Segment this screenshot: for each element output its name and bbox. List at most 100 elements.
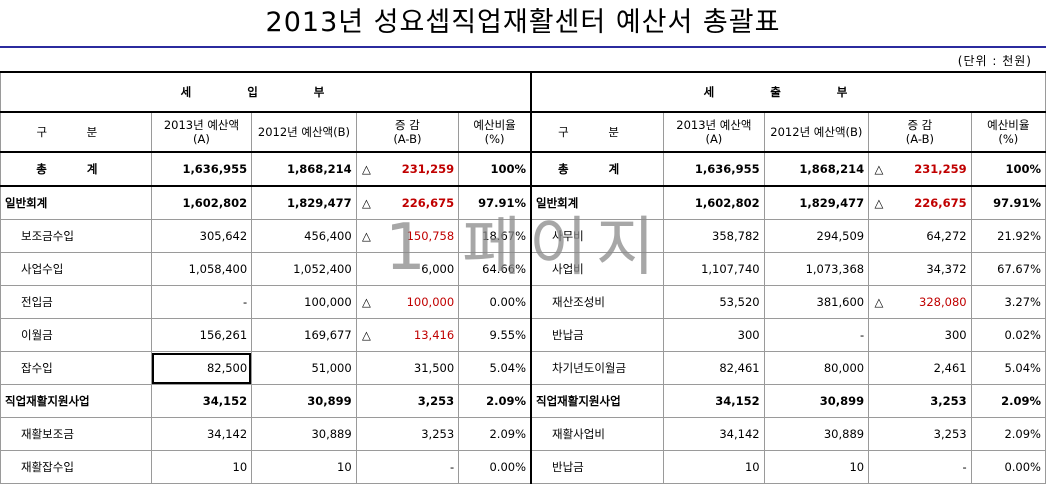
income-value-diff[interactable]: 231,259 — [376, 151, 460, 187]
expense-value-2012[interactable]: 1,073,368 — [763, 252, 870, 286]
income-value-2012[interactable]: 30,889 — [251, 417, 357, 451]
income-row-label[interactable]: 총 계 — [0, 151, 152, 187]
income-value-diff[interactable]: 100,000 — [376, 285, 460, 319]
expense-value-diff[interactable]: 2,461 — [888, 351, 972, 385]
expense-value-ratio[interactable]: 2.09% — [970, 417, 1046, 451]
income-value-2013[interactable]: 34,142 — [150, 417, 253, 451]
income-row-label[interactable]: 이월금 — [0, 318, 152, 352]
expense-value-diff[interactable]: - — [888, 450, 972, 484]
income-value-2012[interactable]: 1,829,477 — [251, 185, 357, 220]
expense-diff-sign[interactable] — [868, 450, 889, 484]
expense-diff-sign[interactable] — [868, 219, 889, 253]
income-value-2013[interactable]: 305,642 — [150, 219, 253, 253]
expense-header-diff[interactable]: 증 감 (A-B) — [868, 111, 972, 153]
income-value-ratio[interactable]: 2.09% — [458, 384, 533, 418]
expense-value-ratio[interactable]: 100% — [970, 151, 1046, 187]
income-value-2013[interactable]: 10 — [150, 450, 253, 484]
expense-row-label[interactable]: 총 계 — [530, 151, 665, 187]
expense-diff-sign[interactable]: △ — [868, 185, 889, 220]
expense-diff-sign[interactable]: △ — [868, 151, 889, 187]
expense-value-2013[interactable]: 300 — [663, 318, 765, 352]
expense-row-label[interactable]: 일반회계 — [530, 185, 665, 220]
expense-header-category[interactable]: 구 분 — [530, 111, 665, 153]
income-diff-sign[interactable] — [355, 384, 377, 418]
expense-value-2012[interactable]: 381,600 — [763, 285, 870, 319]
expense-value-2013[interactable]: 1,602,802 — [663, 185, 765, 220]
income-value-ratio[interactable]: 0.00% — [458, 450, 533, 484]
income-row-label[interactable]: 전입금 — [0, 285, 152, 319]
expense-value-2013[interactable]: 1,107,740 — [663, 252, 765, 286]
expense-value-2013[interactable]: 34,142 — [663, 417, 765, 451]
income-diff-sign[interactable]: △ — [355, 219, 377, 253]
income-value-diff[interactable]: - — [376, 450, 460, 484]
income-value-2012[interactable]: 10 — [251, 450, 357, 484]
expense-value-2012[interactable]: 1,829,477 — [763, 185, 870, 220]
income-value-2012[interactable]: 456,400 — [251, 219, 357, 253]
expense-value-diff[interactable]: 64,272 — [888, 219, 972, 253]
expense-value-2013[interactable]: 82,461 — [663, 351, 765, 385]
expense-diff-sign[interactable] — [868, 252, 889, 286]
expense-value-diff[interactable]: 328,080 — [888, 285, 972, 319]
expense-diff-sign[interactable] — [868, 417, 889, 451]
expense-diff-sign[interactable] — [868, 351, 889, 385]
expense-row-label[interactable]: 재활사업비 — [530, 417, 665, 451]
expense-value-ratio[interactable]: 97.91% — [970, 185, 1046, 220]
income-value-2012[interactable]: 100,000 — [251, 285, 357, 319]
expense-value-ratio[interactable]: 67.67% — [970, 252, 1046, 286]
expense-value-2013[interactable]: 358,782 — [663, 219, 765, 253]
income-diff-sign[interactable] — [355, 252, 377, 286]
expense-diff-sign[interactable] — [868, 384, 889, 418]
income-value-ratio[interactable]: 0.00% — [458, 285, 533, 319]
income-value-ratio[interactable]: 5.04% — [458, 351, 533, 385]
income-value-ratio[interactable]: 9.55% — [458, 318, 533, 352]
income-value-diff[interactable]: 226,675 — [376, 185, 460, 220]
income-value-2013[interactable]: 156,261 — [150, 318, 253, 352]
expense-diff-sign[interactable] — [868, 318, 889, 352]
expense-header-2012[interactable]: 2012년 예산액(B) — [763, 111, 870, 153]
income-section-header[interactable]: 세 입 부 — [0, 71, 533, 113]
income-value-2012[interactable]: 169,677 — [251, 318, 357, 352]
income-value-2013[interactable]: 1,636,955 — [150, 151, 253, 187]
expense-diff-sign[interactable]: △ — [868, 285, 889, 319]
income-row-label[interactable]: 재활잡수입 — [0, 450, 152, 484]
expense-value-ratio[interactable]: 0.02% — [970, 318, 1046, 352]
income-header-category[interactable]: 구 분 — [0, 111, 152, 153]
income-diff-sign[interactable] — [355, 450, 377, 484]
expense-value-2012[interactable]: 1,868,214 — [763, 151, 870, 187]
expense-value-diff[interactable]: 226,675 — [888, 185, 972, 220]
income-diff-sign[interactable] — [355, 417, 377, 451]
income-value-diff[interactable]: 3,253 — [376, 417, 460, 451]
income-diff-sign[interactable] — [355, 351, 377, 385]
expense-header-2013[interactable]: 2013년 예산액(A) — [663, 111, 765, 153]
income-value-ratio[interactable]: 100% — [458, 151, 533, 187]
income-row-label[interactable]: 사업수입 — [0, 252, 152, 286]
expense-row-label[interactable]: 반납금 — [530, 450, 665, 484]
expense-row-label[interactable]: 사무비 — [530, 219, 665, 253]
expense-value-2012[interactable]: 30,899 — [763, 384, 870, 418]
expense-value-2012[interactable]: 294,509 — [763, 219, 870, 253]
income-row-label[interactable]: 보조금수입 — [0, 219, 152, 253]
income-value-2012[interactable]: 51,000 — [251, 351, 357, 385]
income-value-ratio[interactable]: 64.66% — [458, 252, 533, 286]
expense-row-label[interactable]: 차기년도이월금 — [530, 351, 665, 385]
income-header-2012[interactable]: 2012년 예산액(B) — [251, 111, 357, 153]
expense-value-2012[interactable]: 80,000 — [763, 351, 870, 385]
expense-value-2012[interactable]: 10 — [763, 450, 870, 484]
income-value-ratio[interactable]: 97.91% — [458, 185, 533, 220]
expense-value-diff[interactable]: 3,253 — [888, 417, 972, 451]
expense-value-2013[interactable]: 1,636,955 — [663, 151, 765, 187]
income-value-2012[interactable]: 1,868,214 — [251, 151, 357, 187]
income-value-2012[interactable]: 1,052,400 — [251, 252, 357, 286]
expense-row-label[interactable]: 사업비 — [530, 252, 665, 286]
expense-value-ratio[interactable]: 21.92% — [970, 219, 1046, 253]
income-value-diff[interactable]: 150,758 — [376, 219, 460, 253]
expense-section-header[interactable]: 세 출 부 — [530, 71, 1046, 113]
expense-value-diff[interactable]: 34,372 — [888, 252, 972, 286]
expense-value-ratio[interactable]: 0.00% — [970, 450, 1046, 484]
income-value-diff[interactable]: 13,416 — [376, 318, 460, 352]
expense-value-2012[interactable]: 30,889 — [763, 417, 870, 451]
expense-value-2012[interactable]: - — [763, 318, 870, 352]
expense-row-label[interactable]: 재산조성비 — [530, 285, 665, 319]
expense-value-2013[interactable]: 53,520 — [663, 285, 765, 319]
income-row-label[interactable]: 잡수입 — [0, 351, 152, 385]
